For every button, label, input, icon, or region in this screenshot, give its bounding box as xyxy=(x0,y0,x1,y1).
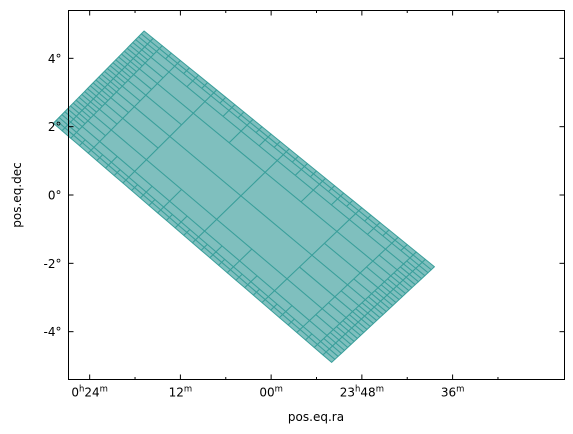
x-tick-label: 36m xyxy=(441,385,465,400)
x-tick-label: 23h48m xyxy=(340,385,384,400)
coverage-region xyxy=(52,30,435,363)
y-axis-label: pos.eq.dec xyxy=(10,162,24,227)
y-tick-label: -4° xyxy=(44,325,62,339)
y-tick-label: 0° xyxy=(48,189,62,203)
y-tick-label: -2° xyxy=(44,257,62,271)
x-axis-label: pos.eq.ra xyxy=(288,410,344,424)
x-tick-label: 00m xyxy=(259,385,283,400)
coverage-cell xyxy=(322,351,336,363)
axis-ticks: 0h24m 12m 00m 23h48m 36m 4° 2° 0° -2° -4° xyxy=(44,10,565,400)
y-tick-label: 2° xyxy=(48,120,62,134)
y-tick-label: 4° xyxy=(48,52,62,66)
x-tick-label: 12m xyxy=(169,385,193,400)
x-tick-label: 0h24m xyxy=(71,385,108,400)
